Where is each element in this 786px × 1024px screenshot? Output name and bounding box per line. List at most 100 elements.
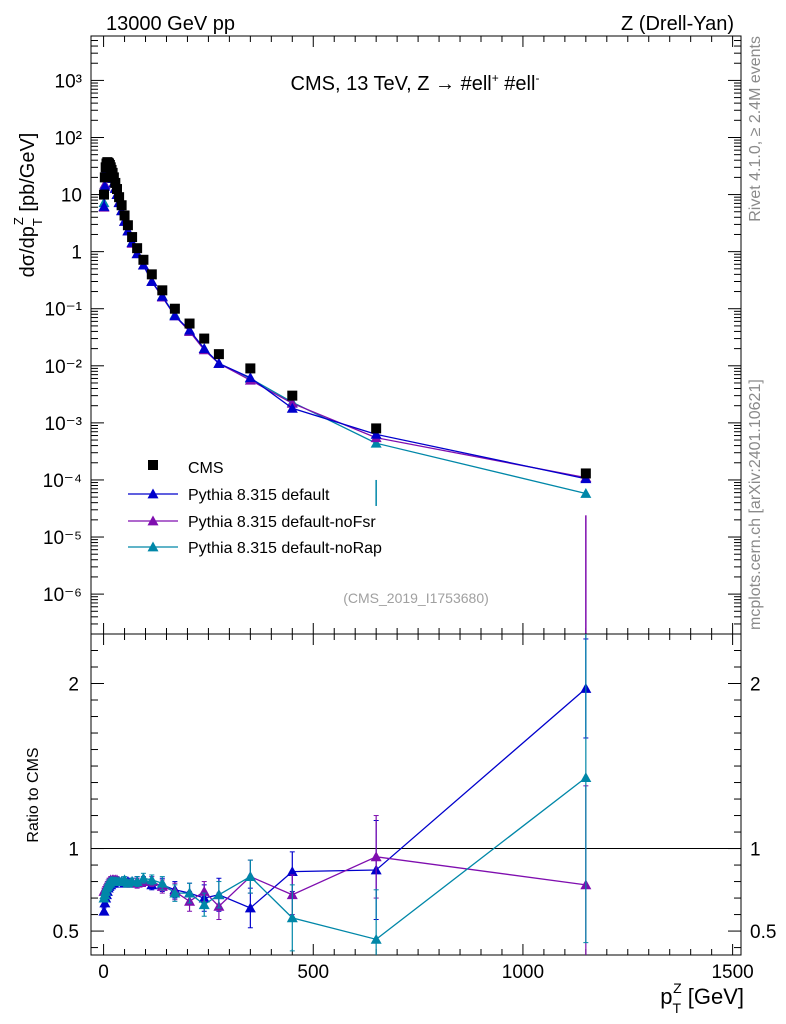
ratio-point-2 [213, 889, 225, 900]
legend-marker [147, 541, 159, 552]
cms-data-point [108, 172, 119, 183]
cms-data-point [114, 192, 125, 203]
series-line-2 [103, 166, 586, 479]
data-point-1 [370, 428, 382, 439]
ratio-point-2 [370, 933, 382, 944]
cms-data-point [184, 318, 195, 329]
xlabel-sub: T [673, 1000, 682, 1016]
ratio-point-0 [244, 902, 256, 913]
cms-data-point [157, 285, 168, 296]
xlabel-sup: Z [673, 980, 682, 996]
cms-data-point [287, 390, 298, 401]
cms-data-point [138, 254, 149, 265]
legend-label-nofsr: Pythia 8.315 default-noFsr [188, 514, 376, 531]
data-point-3 [370, 437, 382, 448]
ratio-point-2 [198, 899, 210, 910]
ratio-point-1 [370, 851, 382, 862]
x-tick-label: 500 [297, 962, 329, 983]
series-line-1 [103, 167, 586, 480]
ratio-y-tick-label: 2 [68, 675, 79, 696]
x-tick-label: 0 [98, 962, 109, 983]
data-point-1 [146, 275, 158, 286]
legend-marker [147, 488, 159, 499]
data-point-2 [286, 397, 298, 408]
ratio-frame [90, 633, 742, 956]
data-point-1 [198, 343, 210, 354]
ratio-point-2 [156, 877, 168, 888]
y-tick-label: 10 [61, 186, 82, 207]
cms-data-point [199, 333, 210, 344]
x-tick-label: 1500 [711, 962, 753, 983]
header-right: Z (Drell-Yan) [621, 13, 734, 35]
ratio-point-2 [244, 871, 256, 882]
ratio-y-tick-label: 2 [750, 675, 761, 696]
plot-title-sup1: + [492, 71, 499, 85]
ratio-point-0 [98, 905, 110, 916]
cms-data-point [116, 200, 127, 211]
cms-data-point [146, 269, 157, 280]
cms-data-point [112, 184, 122, 195]
cms-data-point [213, 349, 224, 360]
plot-title-main: CMS, 13 TeV, Z → #ell [291, 73, 492, 95]
xlabel-tail: [GeV] [682, 984, 744, 1009]
xlabel-main: p [660, 984, 672, 1009]
ylabel-tail: [pb/GeV] [17, 133, 39, 218]
cms-data-point [110, 177, 121, 188]
data-point-1 [286, 402, 298, 413]
data-point-1 [213, 357, 225, 368]
cms-data-point [132, 243, 143, 254]
cms-data-point [580, 468, 591, 479]
header-left: 13000 GeV pp [106, 13, 235, 35]
y-tick-label: 10² [55, 128, 82, 149]
ratio-point-2 [169, 887, 181, 898]
x-tick-label: 1000 [502, 962, 544, 983]
ratio-point-2 [137, 872, 149, 883]
ylabel-sub: T [30, 218, 45, 226]
ratio-point-2 [184, 887, 196, 898]
y-tick-label: 10⁻⁴ [43, 471, 82, 492]
ratio-line-2 [103, 777, 587, 941]
y-axis-label: dσ/dpTZ [pb/GeV] [11, 133, 45, 278]
legend-label-norap: Pythia 8.315 default-noRap [188, 540, 382, 557]
ratio-point-2 [131, 876, 143, 886]
legend-marker [147, 515, 159, 526]
cms-data-point [169, 303, 180, 314]
cms-data-point [127, 232, 138, 243]
ratio-point-2 [146, 874, 158, 885]
legend-label-default: Pythia 8.315 default [188, 487, 330, 504]
cms-data-point [371, 423, 382, 434]
data-point-1 [184, 324, 196, 335]
ratio-y-tick-label: 1 [750, 840, 761, 861]
y-tick-label: 10⁻² [45, 357, 83, 378]
ratio-point-2 [580, 772, 592, 782]
data-point-1 [99, 180, 111, 191]
ratio-y-tick-label: 0.5 [750, 922, 776, 943]
y-tick-label: 10³ [55, 71, 82, 92]
cms-data-point [122, 220, 133, 231]
cms-data-point [119, 210, 130, 221]
ylabel-sup: Z [11, 217, 26, 225]
data-point-1 [169, 310, 181, 321]
ratio-y-axis-label: Ratio to CMS [25, 747, 42, 842]
plot-title: CMS, 13 TeV, Z → #ell+ #ell- [291, 71, 540, 95]
rivet-label: Rivet 4.1.0, ≥ 2.4M events [747, 36, 764, 222]
y-tick-label: 1 [71, 243, 82, 264]
ratio-point-1 [198, 885, 210, 896]
ratio-point-0 [99, 897, 111, 908]
ratio-line-0 [103, 687, 587, 912]
y-tick-label: 10⁻⁶ [43, 585, 82, 606]
plot-title-sup2: - [535, 71, 539, 85]
cms-data-point [245, 363, 256, 374]
legend-marker-cms [148, 460, 158, 470]
series-line-3 [103, 166, 586, 495]
ratio-y-tick-label: 0.5 [53, 922, 79, 943]
mcplots-label: mcplots.cern.ch [arXiv:2401.10621] [747, 379, 764, 630]
plot-title-mid: #ell [499, 73, 536, 95]
cms-data-point [99, 189, 109, 200]
main-panel: CMS, 13 TeV, Z → #ell+ #ell- dσ/dpTZ [pb… [11, 35, 742, 635]
data-point-1 [244, 372, 256, 383]
legend: CMS Pythia 8.315 default Pythia 8.315 de… [128, 460, 382, 557]
cms-data-point [99, 172, 110, 183]
ratio-y-tick-label: 1 [68, 840, 79, 861]
